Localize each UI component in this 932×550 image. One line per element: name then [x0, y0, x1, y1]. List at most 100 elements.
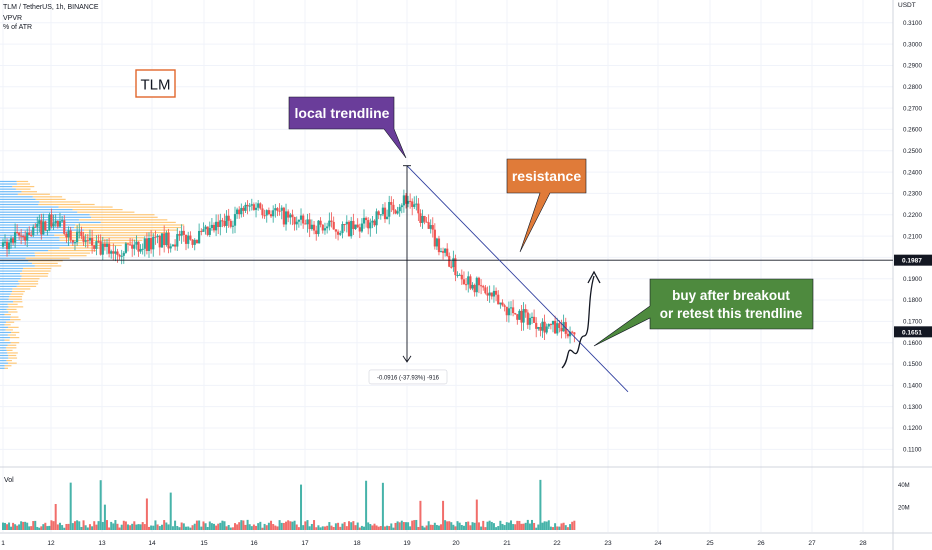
- callout-buy-line-1[interactable]: buy after breakout: [672, 288, 790, 303]
- volume-bar-up: [433, 522, 436, 530]
- volume-bar-down: [133, 521, 136, 530]
- indicator-vpvr[interactable]: VPVR: [3, 15, 23, 22]
- volume-bar-up: [193, 523, 196, 530]
- volume-bar-down: [562, 522, 565, 530]
- volume-profile-down-bar: [6, 308, 17, 311]
- candle-up: [124, 243, 127, 253]
- callout-local-trendline-label[interactable]: local trendline: [295, 105, 390, 121]
- candle-up: [323, 228, 327, 231]
- candle-up: [354, 224, 357, 229]
- volume-bar-down: [398, 522, 401, 530]
- volume-bar-up: [505, 522, 508, 530]
- candle-down: [497, 294, 500, 305]
- volume-bar-down: [282, 522, 285, 530]
- candle-up: [379, 214, 382, 216]
- volume-profile-down-bar: [9, 296, 23, 298]
- volume-bar-up: [549, 526, 552, 530]
- volume-bar-up: [158, 526, 161, 530]
- candle-up: [360, 223, 363, 232]
- candle-up: [289, 214, 292, 218]
- symbol-title[interactable]: TLM / TetherUS, 1h, BINANCE: [3, 4, 99, 11]
- volume-bar-up: [48, 525, 51, 530]
- candle-up: [54, 220, 57, 224]
- callout-resistance-label[interactable]: resistance: [512, 168, 581, 184]
- candle-up: [139, 249, 142, 252]
- volume-bar-up: [4, 522, 7, 530]
- candle-down: [223, 221, 226, 226]
- candle-up: [371, 220, 374, 223]
- candle-down: [486, 293, 489, 296]
- candle-up: [105, 243, 109, 247]
- callout-buy-line-2[interactable]: or retest this trendline: [660, 306, 803, 321]
- candle-up: [458, 274, 461, 276]
- volume-bar-down: [261, 527, 264, 530]
- measure-label[interactable]: -0.0916 (-37.93%) -916: [377, 375, 440, 381]
- horizontal-level-tag: [894, 254, 932, 266]
- x-tick-label: 19: [403, 540, 411, 547]
- candle-down: [554, 320, 557, 334]
- candle-down: [65, 233, 68, 238]
- volume-profile-up-bar: [0, 244, 70, 247]
- candle-down: [82, 236, 85, 242]
- candle-up: [198, 230, 201, 244]
- candle-down: [312, 224, 316, 231]
- volume-bar-down: [371, 525, 374, 530]
- candle-up: [133, 244, 136, 249]
- volume-profile-up-bar: [0, 262, 33, 264]
- volume-profile-down-bar: [5, 347, 17, 349]
- volume-bar-up: [250, 526, 253, 530]
- y-tick-label: 0.2100: [903, 233, 922, 240]
- volume-bar-up: [46, 526, 49, 530]
- tlm-label[interactable]: TLM: [141, 77, 171, 94]
- volume-bar-up: [213, 523, 215, 530]
- volume-bar-down: [50, 520, 53, 530]
- volume-profile-down-bar: [7, 334, 16, 336]
- candle-up: [280, 207, 283, 211]
- volume-profile-up-bar: [0, 352, 8, 354]
- volume-profile-up-bar: [0, 301, 14, 303]
- candle-down: [291, 214, 294, 218]
- volume-profile-down-bar: [11, 331, 20, 334]
- candle-down: [304, 223, 307, 225]
- candle-up: [122, 252, 125, 256]
- volume-profile-down-bar: [89, 214, 155, 216]
- volume-label[interactable]: Vol: [4, 477, 14, 484]
- candle-up: [52, 223, 55, 227]
- candle-down: [573, 332, 576, 335]
- candle-down: [533, 316, 536, 323]
- candle-down: [158, 235, 161, 248]
- volume-bar-down: [352, 521, 355, 530]
- volume-bar-up: [564, 525, 567, 530]
- candle-down: [238, 209, 241, 215]
- candle-down: [227, 215, 230, 221]
- volume-bar-up: [131, 523, 134, 530]
- candle-up: [297, 219, 300, 222]
- volume-bar-down: [373, 523, 376, 530]
- volume-bar-down: [289, 521, 292, 530]
- volume-bar-down: [287, 520, 290, 530]
- volume-bar-up: [28, 526, 31, 530]
- volume-bar-down: [384, 526, 386, 530]
- volume-profile-down-bar: [35, 198, 66, 200]
- volume-profile-down-bar: [59, 237, 145, 239]
- volume-profile-up-bar: [0, 270, 23, 272]
- volume-bar-down: [52, 521, 55, 530]
- volume-bar-up: [10, 526, 13, 530]
- volume-profile-down-bar: [16, 183, 30, 185]
- volume-bar-up: [392, 527, 395, 530]
- volume-bar-down: [180, 522, 183, 530]
- indicator-atr[interactable]: % of ATR: [3, 24, 33, 31]
- volume-bar-up: [8, 522, 11, 530]
- volume-profile-up-bar: [0, 237, 60, 239]
- candle-down: [24, 236, 27, 241]
- candle-up: [208, 227, 211, 235]
- volume-bar-up: [486, 521, 489, 530]
- candle-down: [91, 238, 94, 246]
- volume-bar-up: [437, 525, 440, 530]
- volume-bar-down: [116, 523, 119, 530]
- volume-bar-down: [238, 522, 241, 530]
- candle-up: [429, 225, 432, 229]
- volume-bar-up: [539, 479, 542, 530]
- measure-label-box: [368, 369, 448, 385]
- volume-profile-down-bar: [10, 336, 20, 339]
